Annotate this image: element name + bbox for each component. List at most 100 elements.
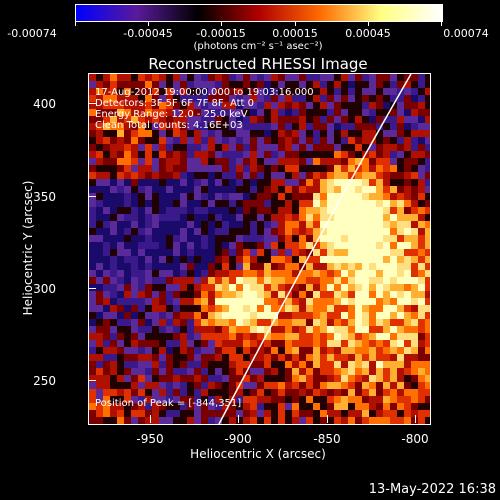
image-pixel xyxy=(313,165,320,172)
image-pixel xyxy=(152,389,159,396)
image-pixel xyxy=(320,347,327,354)
image-pixel xyxy=(285,74,292,81)
image-pixel xyxy=(250,403,257,410)
image-pixel xyxy=(194,354,201,361)
image-pixel xyxy=(404,347,411,354)
image-pixel xyxy=(362,249,369,256)
image-pixel xyxy=(250,200,257,207)
image-pixel xyxy=(348,277,355,284)
image-pixel xyxy=(208,312,215,319)
image-pixel xyxy=(306,270,313,277)
image-pixel xyxy=(285,130,292,137)
image-pixel xyxy=(320,361,327,368)
image-pixel xyxy=(313,172,320,179)
image-pixel xyxy=(89,158,96,165)
image-pixel xyxy=(201,151,208,158)
image-pixel xyxy=(425,319,430,326)
image-pixel xyxy=(264,368,271,375)
image-pixel xyxy=(271,375,278,382)
image-pixel xyxy=(404,382,411,389)
image-pixel xyxy=(292,207,299,214)
image-pixel xyxy=(250,340,257,347)
image-pixel xyxy=(390,242,397,249)
image-pixel xyxy=(138,193,145,200)
image-pixel xyxy=(131,165,138,172)
image-pixel xyxy=(411,214,418,221)
image-pixel xyxy=(327,256,334,263)
image-pixel xyxy=(383,354,390,361)
image-pixel xyxy=(404,242,411,249)
image-pixel xyxy=(383,200,390,207)
image-pixel xyxy=(278,88,285,95)
image-pixel xyxy=(341,319,348,326)
image-pixel xyxy=(383,256,390,263)
image-pixel xyxy=(334,277,341,284)
image-pixel xyxy=(187,165,194,172)
image-pixel xyxy=(215,151,222,158)
image-pixel xyxy=(285,249,292,256)
image-pixel xyxy=(306,123,313,130)
image-pixel xyxy=(89,228,96,235)
image-pixel xyxy=(264,179,271,186)
image-pixel xyxy=(278,74,285,81)
image-pixel xyxy=(124,312,131,319)
colorbar-tick-label: -0.00045 xyxy=(123,27,173,40)
image-pixel xyxy=(299,186,306,193)
image-pixel xyxy=(299,256,306,263)
x-tick-label: -800 xyxy=(401,432,429,446)
image-pixel xyxy=(96,186,103,193)
image-pixel xyxy=(299,249,306,256)
image-pixel xyxy=(138,109,145,116)
image-pixel xyxy=(278,333,285,340)
image-pixel xyxy=(124,221,131,228)
image-pixel xyxy=(131,277,138,284)
image-pixel xyxy=(243,193,250,200)
image-pixel xyxy=(376,270,383,277)
image-pixel xyxy=(292,368,299,375)
image-pixel xyxy=(271,102,278,109)
image-pixel xyxy=(425,284,430,291)
image-pixel xyxy=(348,137,355,144)
image-pixel xyxy=(208,340,215,347)
image-pixel xyxy=(173,95,180,102)
image-pixel xyxy=(257,340,264,347)
image-pixel xyxy=(404,207,411,214)
image-pixel xyxy=(89,361,96,368)
image-pixel xyxy=(138,368,145,375)
image-pixel xyxy=(201,235,208,242)
image-pixel xyxy=(411,417,418,424)
image-pixel xyxy=(327,354,334,361)
image-pixel xyxy=(404,123,411,130)
image-pixel xyxy=(320,158,327,165)
image-pixel xyxy=(271,95,278,102)
image-pixel xyxy=(355,193,362,200)
image-pixel xyxy=(180,102,187,109)
image-pixel xyxy=(369,347,376,354)
image-pixel xyxy=(390,298,397,305)
image-pixel xyxy=(194,151,201,158)
image-pixel xyxy=(278,95,285,102)
image-pixel xyxy=(271,186,278,193)
image-pixel xyxy=(152,305,159,312)
image-pixel xyxy=(369,319,376,326)
image-pixel xyxy=(229,221,236,228)
image-pixel xyxy=(390,88,397,95)
image-pixel xyxy=(278,375,285,382)
image-pixel xyxy=(145,207,152,214)
image-pixel xyxy=(103,88,110,95)
image-pixel xyxy=(306,410,313,417)
image-pixel xyxy=(355,277,362,284)
image-pixel xyxy=(411,242,418,249)
image-pixel xyxy=(425,326,430,333)
image-pixel xyxy=(215,298,222,305)
image-pixel xyxy=(404,263,411,270)
image-pixel xyxy=(145,368,152,375)
image-pixel xyxy=(180,242,187,249)
image-pixel xyxy=(257,109,264,116)
image-pixel xyxy=(180,95,187,102)
image-pixel xyxy=(173,354,180,361)
image-pixel xyxy=(376,249,383,256)
image-pixel xyxy=(271,221,278,228)
image-pixel xyxy=(257,102,264,109)
image-pixel xyxy=(208,165,215,172)
